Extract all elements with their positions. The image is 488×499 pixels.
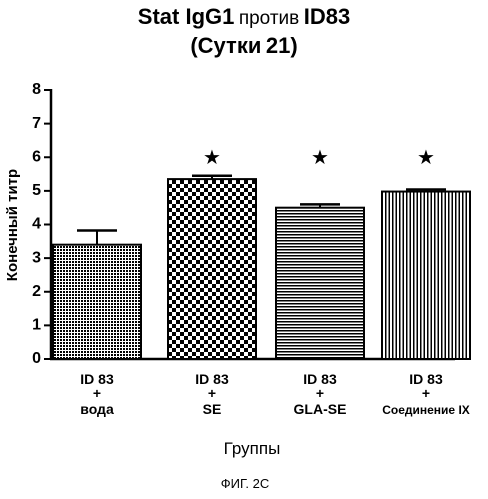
x-tick-label-3-line3: GLA-SE bbox=[294, 401, 347, 417]
y-ticks: 0 1 2 3 4 5 6 7 8 bbox=[32, 81, 51, 367]
y-tick-label: 0 bbox=[32, 350, 41, 367]
figure-caption: ФИГ. 2С bbox=[221, 476, 270, 491]
x-axis-label: Группы bbox=[224, 439, 281, 458]
significance-star-2: ★ bbox=[203, 147, 221, 169]
bar-2 bbox=[168, 179, 256, 359]
bar-4 bbox=[382, 192, 470, 359]
y-tick-label: 2 bbox=[32, 283, 41, 300]
x-tick-label-2-line2: + bbox=[208, 385, 216, 401]
x-tick-label-4-line3: Соединение IX bbox=[382, 403, 470, 417]
y-tick-label: 7 bbox=[32, 115, 41, 132]
significance-stars: ★ ★ ★ bbox=[203, 147, 435, 169]
x-tick-label-4-line2: + bbox=[422, 385, 430, 401]
y-tick-label: 5 bbox=[32, 182, 41, 199]
bars bbox=[53, 179, 470, 359]
x-tick-label-3-line2: + bbox=[316, 385, 324, 401]
x-tick-label-1-line2: + bbox=[93, 385, 101, 401]
x-tick-label-2-line3: SE bbox=[203, 401, 222, 417]
y-tick-label: 3 bbox=[32, 249, 41, 266]
y-tick-label: 1 bbox=[32, 317, 41, 334]
bar-3 bbox=[276, 208, 364, 359]
y-tick-label: 4 bbox=[32, 216, 41, 233]
y-axis-label: Конечный титр bbox=[4, 169, 21, 281]
significance-star-3: ★ bbox=[311, 147, 329, 169]
significance-star-4: ★ bbox=[417, 147, 435, 169]
bar-1 bbox=[53, 245, 141, 359]
y-tick-label: 8 bbox=[32, 81, 41, 98]
y-tick-label: 6 bbox=[32, 148, 41, 165]
x-tick-label-1-line3: вода bbox=[80, 401, 114, 417]
x-tick-labels: ID 83+водаID 83+SEID 83+GLA-SEID 83+Соед… bbox=[80, 371, 470, 417]
